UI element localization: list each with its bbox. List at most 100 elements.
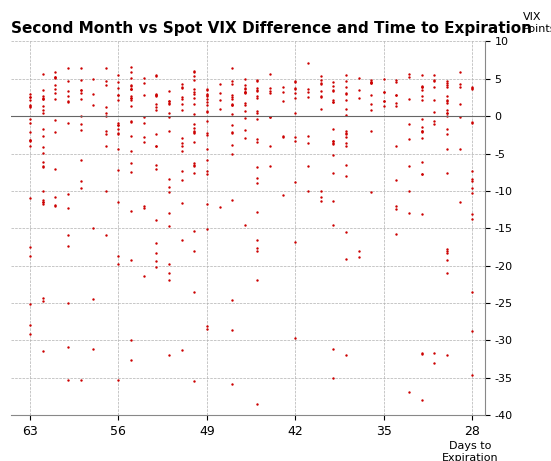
Point [139, 114, 148, 121]
Point [38, 348, 47, 355]
Point [38, 95, 47, 103]
Point [101, 142, 110, 150]
Point [177, 236, 186, 244]
Point [253, 93, 262, 100]
Point [152, 249, 161, 257]
Point [278, 97, 287, 105]
Point [202, 131, 211, 139]
Point [165, 269, 174, 277]
Point [342, 255, 350, 263]
Point [404, 209, 413, 217]
Point [25, 136, 34, 143]
Point [417, 127, 426, 135]
Point [25, 331, 34, 338]
Point [101, 65, 110, 72]
Point [152, 165, 161, 172]
Point [329, 141, 338, 148]
Point [190, 68, 199, 75]
Point [253, 276, 262, 283]
Point [442, 130, 451, 137]
Point [468, 168, 477, 175]
Point [316, 94, 325, 101]
Point [240, 126, 249, 134]
Point [190, 90, 199, 97]
Point [316, 187, 325, 195]
Point [291, 85, 300, 93]
Point [190, 127, 199, 135]
Point [430, 117, 439, 124]
Point [417, 350, 426, 358]
Point [329, 98, 338, 105]
Point [468, 371, 477, 378]
Point [404, 120, 413, 127]
Point [468, 83, 477, 90]
Point [468, 119, 477, 127]
Point [404, 187, 413, 195]
Point [442, 247, 451, 254]
Point [442, 106, 451, 113]
Point [177, 140, 186, 147]
Point [342, 71, 350, 79]
Point [25, 253, 34, 260]
Point [38, 87, 47, 94]
Point [329, 137, 338, 144]
Point [202, 85, 211, 93]
Point [228, 380, 236, 388]
Point [76, 126, 85, 134]
Point [367, 91, 376, 99]
Point [215, 203, 224, 211]
Point [228, 100, 236, 107]
Point [165, 277, 174, 284]
Point [38, 106, 47, 113]
Point [367, 78, 376, 86]
Point [127, 207, 136, 215]
Point [304, 88, 312, 95]
Point [152, 142, 161, 150]
Point [202, 95, 211, 103]
Point [139, 202, 148, 209]
Point [468, 288, 477, 296]
Point [202, 101, 211, 109]
Point [114, 96, 123, 104]
Point [468, 118, 477, 126]
Point [228, 101, 236, 109]
Point [63, 190, 72, 198]
Point [329, 152, 338, 159]
Point [139, 205, 148, 212]
Point [417, 83, 426, 90]
Point [442, 109, 451, 116]
Point [114, 122, 123, 129]
Point [165, 97, 174, 104]
Point [63, 98, 72, 106]
Point [367, 80, 376, 87]
Point [291, 77, 300, 84]
Point [442, 96, 451, 104]
Point [304, 85, 312, 93]
Point [114, 84, 123, 92]
Point [417, 210, 426, 218]
Point [202, 86, 211, 94]
Point [380, 97, 388, 105]
Point [190, 124, 199, 132]
Point [392, 142, 401, 150]
Point [190, 130, 199, 137]
Point [442, 92, 451, 100]
Point [240, 115, 249, 122]
Point [190, 163, 199, 170]
Point [392, 102, 401, 109]
Point [114, 198, 123, 205]
Point [63, 87, 72, 94]
Point [417, 92, 426, 99]
Point [442, 169, 451, 177]
Point [266, 113, 274, 121]
Point [253, 179, 262, 187]
Point [253, 247, 262, 254]
Point [329, 197, 338, 205]
Point [114, 121, 123, 129]
Point [342, 130, 350, 137]
Point [76, 185, 85, 192]
Point [392, 205, 401, 213]
Point [240, 75, 249, 82]
Point [367, 80, 376, 87]
Point [177, 100, 186, 108]
